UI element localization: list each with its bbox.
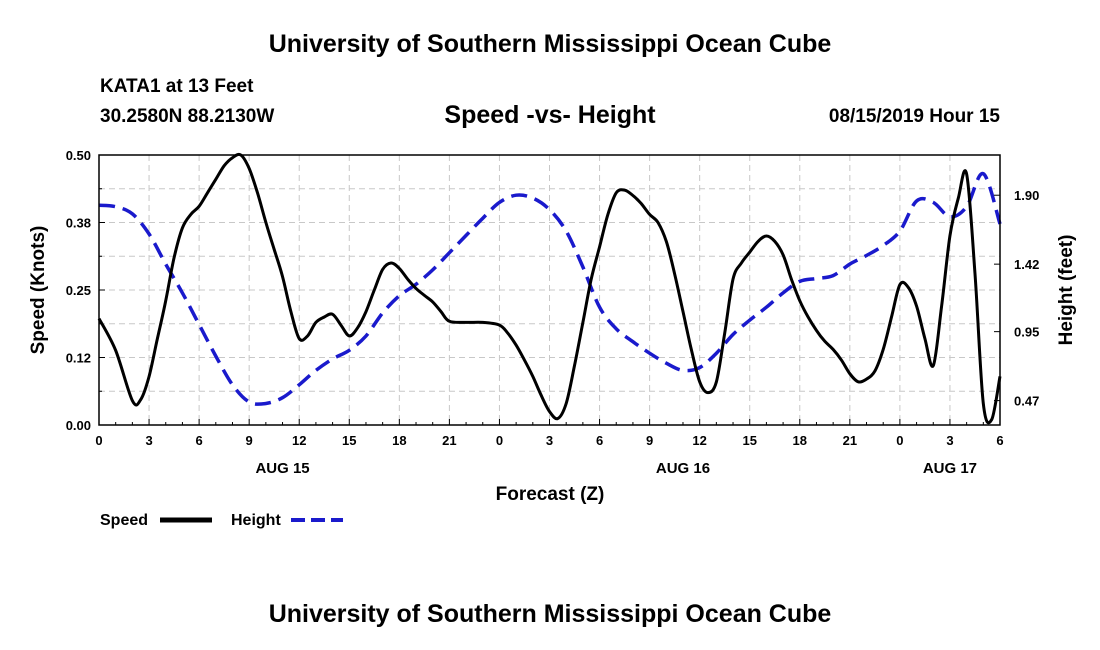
y-right-tick-label: 0.47 xyxy=(1014,394,1039,409)
x-date-label: AUG 16 xyxy=(656,460,710,477)
speed-series-line xyxy=(97,152,1002,425)
tick-layer: 0 3 6 9 12 15 18 21 0 3 6 9 12 15 18 21 0 3 6 0.00 0.12 0.25 0… xyxy=(66,148,1040,477)
datetime-label: 08/15/2019 Hour 15 xyxy=(828,106,1000,127)
y-left-tick-label: 0.50 xyxy=(66,148,91,163)
x-date-label: AUG 15 xyxy=(255,460,309,477)
x-tick-label: 18 xyxy=(793,433,807,448)
top-title: University of Southern Mississippi Ocean… xyxy=(268,30,832,58)
x-tick-label: 18 xyxy=(392,433,406,448)
x-tick-label: 3 xyxy=(145,433,152,448)
station-label: KATA1 at 13 Feet xyxy=(100,76,254,97)
y-right-tick-label: 1.90 xyxy=(1014,188,1039,203)
x-tick-label: 6 xyxy=(596,433,603,448)
y-right-tick-label: 1.42 xyxy=(1014,257,1039,272)
y-left-tick-label: 0.25 xyxy=(66,283,91,298)
x-tick-label: 0 xyxy=(496,433,503,448)
bottom-title: University of Southern Mississippi Ocean… xyxy=(268,600,832,628)
coordinates-label: 30.2580N 88.2130W xyxy=(100,106,275,127)
y-left-tick-label: 0.12 xyxy=(66,351,91,366)
height-series-line xyxy=(98,171,1002,406)
x-tick-label: 6 xyxy=(195,433,202,448)
grid-layer xyxy=(99,155,1000,425)
legend-height-label: Height xyxy=(231,512,281,529)
x-tick-label: 9 xyxy=(246,433,253,448)
x-tick-label: 21 xyxy=(442,433,456,448)
y-left-tick-label: 0.38 xyxy=(66,216,91,231)
x-tick-label: 0 xyxy=(896,433,903,448)
x-tick-label: 9 xyxy=(646,433,653,448)
x-tick-label: 12 xyxy=(292,433,306,448)
x-tick-label: 3 xyxy=(546,433,553,448)
x-tick-label: 3 xyxy=(946,433,953,448)
x-tick-label: 0 xyxy=(95,433,102,448)
x-date-label: AUG 17 xyxy=(923,460,977,477)
chart-title: Speed -vs- Height xyxy=(444,101,656,129)
x-tick-label: 15 xyxy=(342,433,356,448)
x-tick-label: 21 xyxy=(843,433,857,448)
y-axis-left-title: Speed (Knots) xyxy=(28,226,49,355)
x-tick-label: 6 xyxy=(996,433,1003,448)
y-axis-right-title: Height (feet) xyxy=(1056,235,1077,346)
legend-speed-label: Speed xyxy=(100,512,148,529)
x-tick-label: 15 xyxy=(742,433,756,448)
series-layer xyxy=(97,152,1002,425)
y-right-tick-label: 0.95 xyxy=(1014,325,1039,340)
x-tick-label: 12 xyxy=(692,433,706,448)
legend: Speed Height xyxy=(100,512,343,529)
x-axis-title: Forecast (Z) xyxy=(496,484,605,505)
y-left-tick-label: 0.00 xyxy=(66,418,91,433)
